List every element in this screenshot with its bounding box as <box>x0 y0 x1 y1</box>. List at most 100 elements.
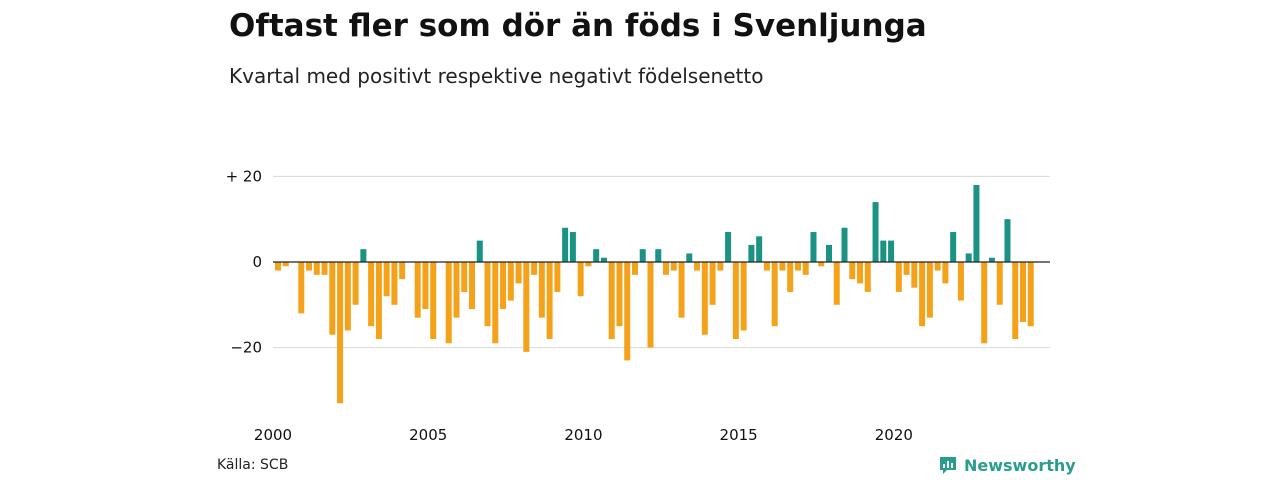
bar-2021K1 <box>926 262 933 318</box>
x-axis-ticks: 2000 2005 2010 2015 2020 <box>254 426 913 444</box>
bar-2015K4 <box>763 262 770 271</box>
bar-2015K2 <box>748 244 755 262</box>
x-tick-label: 2015 <box>720 426 758 444</box>
brand-logo[interactable]: Newsworthy <box>938 455 1076 475</box>
bar-2000K2 <box>282 262 289 267</box>
bar-2001K1 <box>306 262 313 271</box>
bar-2018K3 <box>849 262 856 280</box>
bar-2022K2 <box>965 253 972 262</box>
bar-2009K4 <box>577 262 584 297</box>
bar-2017K4 <box>825 244 832 262</box>
bar-2006K4 <box>484 262 491 327</box>
bar-2001K2 <box>313 262 320 275</box>
bar-2018K2 <box>841 227 848 262</box>
bar-2012K3 <box>663 262 670 275</box>
bar-2019K4 <box>888 240 895 262</box>
bar-2022K3 <box>973 184 980 262</box>
bar-2018K1 <box>833 262 840 305</box>
bar-2022K1 <box>957 262 964 301</box>
source-label: Källa: SCB <box>217 457 289 473</box>
bar-2018K4 <box>857 262 864 284</box>
bar-2012K1 <box>647 262 654 348</box>
x-tick-label: 2005 <box>409 426 447 444</box>
brand-name: Newsworthy <box>964 455 1076 475</box>
bar-2006K2 <box>469 262 476 310</box>
x-tick-label: 2000 <box>254 426 292 444</box>
bar-2023K1 <box>988 257 995 262</box>
bar-2009K1 <box>554 262 561 292</box>
bar-2000K4 <box>298 262 305 314</box>
bar-2007K1 <box>492 262 499 344</box>
bar-2015K3 <box>756 236 763 262</box>
bar-2002K3 <box>352 262 359 305</box>
bar-2009K3 <box>569 232 576 262</box>
bar-2021K3 <box>942 262 949 284</box>
bar-2014K2 <box>717 262 724 271</box>
bar-2007K3 <box>507 262 514 301</box>
bar-2012K2 <box>655 249 662 262</box>
bar-2024K2 <box>1027 262 1034 327</box>
bar-2008K1 <box>523 262 530 352</box>
bar-2010K2 <box>593 249 600 262</box>
bar-chart: + 20 0 −20 2000 2005 2010 2015 2020 <box>226 167 1050 444</box>
bar-2011K2 <box>624 262 631 361</box>
x-tick-label: 2020 <box>875 426 913 444</box>
bar-2016K1 <box>771 262 778 327</box>
bar-2003K1 <box>368 262 375 327</box>
bar-2002K2 <box>344 262 351 331</box>
bar-2012K4 <box>670 262 677 271</box>
y-tick-label: −20 <box>230 339 262 357</box>
bar-2007K2 <box>500 262 507 310</box>
bar-2008K3 <box>538 262 545 318</box>
bar-2010K4 <box>608 262 615 340</box>
gridlines <box>273 175 1050 349</box>
bar-2021K2 <box>934 262 941 271</box>
bar-2019K1 <box>864 262 871 292</box>
y-tick-label: + 20 <box>226 167 262 185</box>
bar-2013K4 <box>701 262 708 335</box>
bar-2005K3 <box>445 262 452 344</box>
bar-2007K4 <box>515 262 522 284</box>
bar-2023K4 <box>1012 262 1019 340</box>
bar-2016K3 <box>787 262 794 292</box>
bar-2017K3 <box>818 262 825 267</box>
bar-2003K4 <box>391 262 398 305</box>
chart-subtitle: Kvartal med positivt respektive negativt… <box>229 64 764 88</box>
bar-2011K3 <box>631 262 638 275</box>
bar-2010K1 <box>585 262 592 267</box>
bar-2006K3 <box>476 240 483 262</box>
bar-2008K4 <box>546 262 553 340</box>
bar-2014K3 <box>725 232 732 262</box>
bar-2016K2 <box>779 262 786 271</box>
bar-2011K1 <box>616 262 623 327</box>
bar-2017K1 <box>802 262 809 275</box>
bar-2000K1 <box>275 262 281 271</box>
bar-2004K4 <box>422 262 429 310</box>
chart-title: Oftast fler som dör än föds i Svenljunga <box>229 8 927 44</box>
bar-2002K1 <box>337 262 344 404</box>
bar-2001K3 <box>321 262 328 275</box>
bar-2015K1 <box>740 262 747 331</box>
bar-2020K3 <box>911 262 918 288</box>
bar-2005K4 <box>453 262 460 318</box>
x-tick-label: 2010 <box>564 426 602 444</box>
bar-2017K2 <box>810 232 817 262</box>
bar-2009K2 <box>562 227 569 262</box>
bar-2005K1 <box>430 262 437 340</box>
bar-2013K2 <box>686 253 693 262</box>
bar-2021K4 <box>950 232 957 262</box>
bar-2008K2 <box>531 262 538 275</box>
bar-2001K4 <box>329 262 336 335</box>
bar-2020K2 <box>903 262 910 275</box>
bar-2013K1 <box>678 262 685 318</box>
bar-2020K4 <box>919 262 926 327</box>
bar-2013K3 <box>694 262 701 271</box>
bar-2003K3 <box>383 262 390 297</box>
bar-2019K3 <box>880 240 887 262</box>
bar-2006K1 <box>461 262 468 292</box>
bar-2011K4 <box>639 249 646 262</box>
bar-2023K3 <box>1004 219 1011 262</box>
bar-2022K4 <box>981 262 988 344</box>
bar-2014K4 <box>732 262 739 340</box>
bar-2003K2 <box>375 262 382 340</box>
